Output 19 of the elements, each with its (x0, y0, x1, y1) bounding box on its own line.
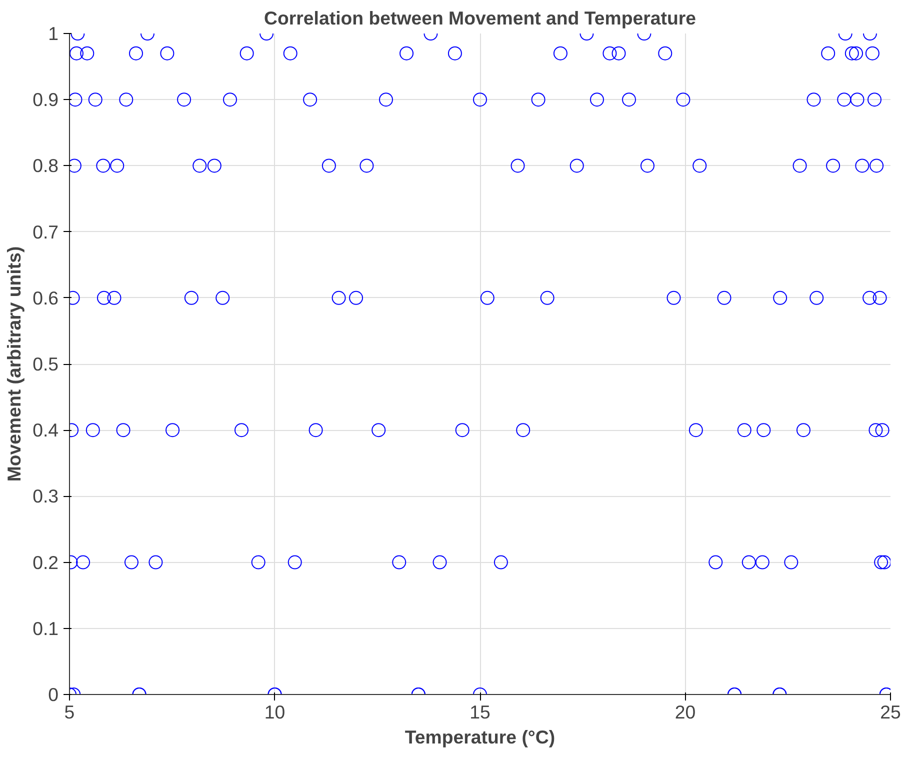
x-tick-label: 10 (264, 702, 286, 722)
y-tick-label: 0.9 (32, 89, 59, 110)
y-tick-label: 0.8 (32, 155, 59, 176)
y-tick-label: 0.1 (32, 618, 59, 639)
y-tick-label: 0.6 (32, 287, 59, 308)
chart-title: Correlation between Movement and Temperature (264, 8, 696, 28)
x-tick-label: 15 (470, 702, 490, 722)
x-tick-label: 5 (64, 702, 75, 722)
y-tick-label: 1 (48, 23, 59, 44)
x-axis-title: Temperature (°C) (404, 726, 556, 748)
y-tick-label: 0.3 (32, 486, 59, 507)
y-tick-label: 0.7 (32, 221, 59, 242)
y-tick-label: 0.5 (32, 354, 59, 374)
y-tick-label: 0.4 (32, 420, 59, 441)
x-tick-label: 25 (880, 702, 901, 722)
y-tick-label: 0 (48, 684, 59, 705)
x-tick-label: 20 (674, 702, 696, 722)
y-axis-title: Movement (arbitrary units) (4, 246, 25, 482)
y-tick-label: 0.2 (32, 552, 59, 573)
